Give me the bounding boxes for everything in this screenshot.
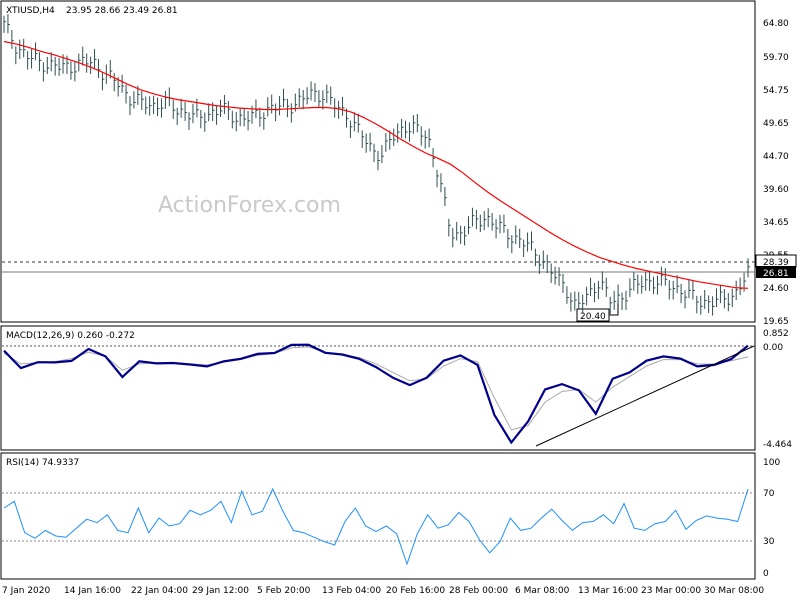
price-tick: 64.80 [763,19,789,29]
price-tick: 19.65 [763,317,789,327]
macd-signal-line [3,346,749,431]
macd-tick: -4.464 [763,440,792,450]
last-price-tag-box [756,266,796,278]
watermark-text: ActionForex.com [158,193,341,218]
level-tag: 28.39 [763,258,789,268]
rsi-tick: 100 [763,458,780,468]
x-tick: 20 Feb 16:00 [386,586,445,596]
macd-tick: 0.00 [763,343,783,353]
rsi-tick: 70 [763,489,775,499]
macd-trendline [535,345,755,447]
low-annotation-pointer [609,300,619,316]
low-annotation: 20.40 [580,312,606,322]
x-tick: 22 Jan 04:00 [131,586,188,596]
price-tick: 24.60 [763,284,789,294]
price-title: XTIUSD,H4 [6,6,55,16]
rsi-panel-frame [0,452,756,580]
rsi-tick: 30 [763,537,775,547]
rsi-tick: 0 [763,569,769,579]
macd-main-line [3,343,749,445]
price-tick: 59.70 [763,53,789,63]
rsi-line [3,487,749,566]
price-ohlc: 23.95 28.66 23.49 26.81 [66,6,178,16]
x-tick: 30 Mar 08:00 [704,586,764,596]
macd-title: MACD(12,26,9) 0.260 -0.272 [6,331,135,341]
x-axis: 7 Jan 2020 14 Jan 16:00 22 Jan 04:00 29 … [2,586,764,596]
moving-average-line [3,40,749,289]
x-tick: 7 Jan 2020 [2,586,50,596]
x-tick: 28 Feb 00:00 [449,586,508,596]
macd-panel-frame [0,325,756,451]
last-price-tag: 26.81 [763,269,789,279]
x-tick: 5 Feb 20:00 [257,586,311,596]
price-tick: 54.75 [763,86,789,96]
x-tick: 13 Mar 16:00 [578,586,638,596]
x-tick: 13 Feb 04:00 [322,586,381,596]
price-y-axis: 64.80 59.70 54.75 49.65 44.70 39.60 34.6… [763,19,789,327]
price-tick: 44.70 [763,152,789,162]
x-tick: 14 Jan 16:00 [64,586,121,596]
x-tick: 23 Mar 00:00 [641,586,701,596]
x-tick: 6 Mar 08:00 [515,586,570,596]
macd-tick: 0.852 [763,329,789,339]
price-tick: 39.60 [763,185,789,195]
price-tick: 34.65 [763,218,789,228]
rsi-title: RSI(14) 74.9337 [6,458,79,468]
price-bars [3,14,750,316]
x-tick: 29 Jan 12:00 [192,586,249,596]
price-tick: 49.65 [763,119,789,129]
